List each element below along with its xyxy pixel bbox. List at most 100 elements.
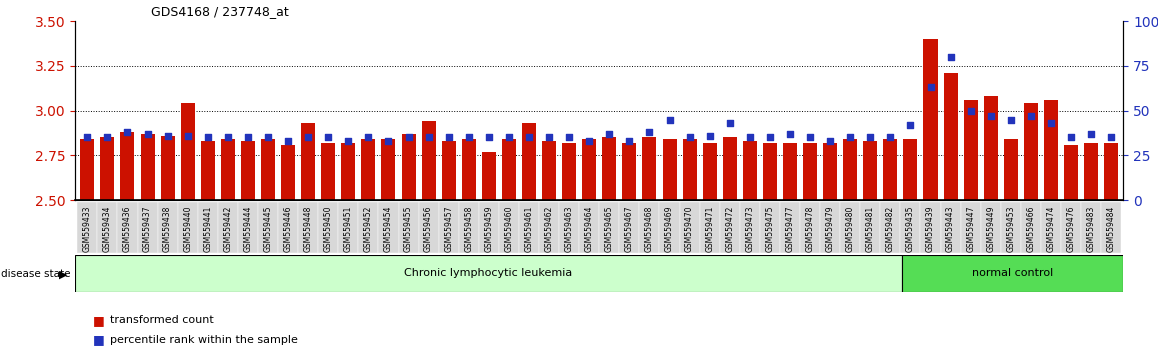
Bar — [381, 139, 396, 200]
Text: ■: ■ — [93, 333, 104, 346]
Text: GSM559442: GSM559442 — [223, 206, 233, 252]
Point — [540, 135, 558, 140]
Point — [78, 135, 96, 140]
Bar — [221, 139, 235, 200]
Text: GSM559450: GSM559450 — [324, 206, 332, 252]
Point — [1021, 113, 1040, 119]
Text: GSM559474: GSM559474 — [1047, 206, 1055, 252]
Bar — [740, 202, 760, 253]
Point — [640, 129, 659, 135]
Text: GSM559452: GSM559452 — [364, 206, 373, 252]
Text: GSM559483: GSM559483 — [1086, 206, 1095, 252]
Bar — [643, 137, 657, 200]
Bar — [1082, 202, 1101, 253]
Bar — [884, 139, 897, 200]
Text: GSM559461: GSM559461 — [525, 206, 534, 252]
Text: GSM559448: GSM559448 — [303, 206, 313, 252]
Bar — [984, 96, 998, 200]
Text: GSM559457: GSM559457 — [445, 206, 453, 252]
Text: GSM559460: GSM559460 — [505, 206, 513, 252]
Bar — [662, 139, 676, 200]
Bar — [703, 143, 717, 200]
Bar — [903, 139, 917, 200]
Bar — [482, 152, 496, 200]
Point — [559, 135, 578, 140]
Bar — [802, 143, 818, 200]
Text: GSM559479: GSM559479 — [826, 206, 835, 252]
Bar — [318, 202, 338, 253]
Bar — [562, 143, 577, 200]
Bar — [720, 202, 740, 253]
Point — [841, 135, 859, 140]
Bar — [198, 202, 218, 253]
Text: GSM559459: GSM559459 — [484, 206, 493, 252]
Bar — [281, 144, 295, 200]
Point — [178, 133, 197, 138]
Point — [941, 54, 960, 60]
Text: GSM559445: GSM559445 — [264, 206, 272, 252]
Bar — [1101, 202, 1121, 253]
Bar — [78, 202, 97, 253]
Bar — [398, 202, 418, 253]
Point — [741, 135, 760, 140]
Bar — [218, 202, 237, 253]
Bar — [200, 141, 214, 200]
Point — [801, 135, 820, 140]
Point — [681, 135, 699, 140]
Text: ▶: ▶ — [59, 269, 67, 279]
Point — [98, 135, 117, 140]
Text: GSM559438: GSM559438 — [163, 206, 173, 252]
Bar — [944, 73, 958, 200]
Bar — [538, 202, 559, 253]
Point — [1042, 120, 1061, 126]
Bar — [177, 202, 198, 253]
Bar — [660, 202, 680, 253]
Text: GDS4168 / 237748_at: GDS4168 / 237748_at — [151, 5, 288, 18]
Text: GSM559458: GSM559458 — [464, 206, 474, 252]
Text: normal control: normal control — [972, 268, 1053, 279]
Point — [520, 135, 538, 140]
Point — [219, 135, 237, 140]
Text: GSM559477: GSM559477 — [785, 206, 794, 252]
Bar — [1045, 100, 1058, 200]
Text: GSM559471: GSM559471 — [705, 206, 714, 252]
Bar — [298, 202, 318, 253]
Bar — [140, 134, 154, 200]
Bar — [1001, 202, 1021, 253]
Text: GSM559446: GSM559446 — [284, 206, 293, 252]
Point — [621, 138, 639, 144]
Point — [982, 113, 1001, 119]
Bar — [981, 202, 1001, 253]
Bar — [682, 139, 697, 200]
Bar — [1024, 103, 1038, 200]
Point — [499, 135, 518, 140]
Bar — [379, 202, 398, 253]
Bar — [278, 202, 298, 253]
Bar — [599, 202, 620, 253]
Point — [660, 117, 679, 122]
Text: GSM559484: GSM559484 — [1107, 206, 1115, 252]
Bar — [963, 100, 977, 200]
Text: GSM559463: GSM559463 — [565, 206, 573, 252]
Text: GSM559475: GSM559475 — [765, 206, 775, 252]
Text: GSM559466: GSM559466 — [1026, 206, 1035, 252]
Point — [1102, 135, 1121, 140]
Point — [198, 135, 217, 140]
Point — [400, 135, 418, 140]
Bar — [639, 202, 660, 253]
Bar — [800, 202, 820, 253]
Bar — [1084, 143, 1098, 200]
Bar — [462, 139, 476, 200]
Bar — [760, 202, 780, 253]
Bar — [579, 202, 600, 253]
Text: GSM559443: GSM559443 — [946, 206, 955, 252]
Bar — [157, 202, 177, 253]
Text: GSM559462: GSM559462 — [544, 206, 554, 252]
Point — [1062, 135, 1080, 140]
Point — [922, 85, 940, 90]
Point — [118, 129, 137, 135]
Text: GSM559467: GSM559467 — [625, 206, 633, 252]
Bar — [241, 141, 255, 200]
Text: GSM559433: GSM559433 — [83, 206, 91, 252]
Text: transformed count: transformed count — [110, 315, 214, 325]
